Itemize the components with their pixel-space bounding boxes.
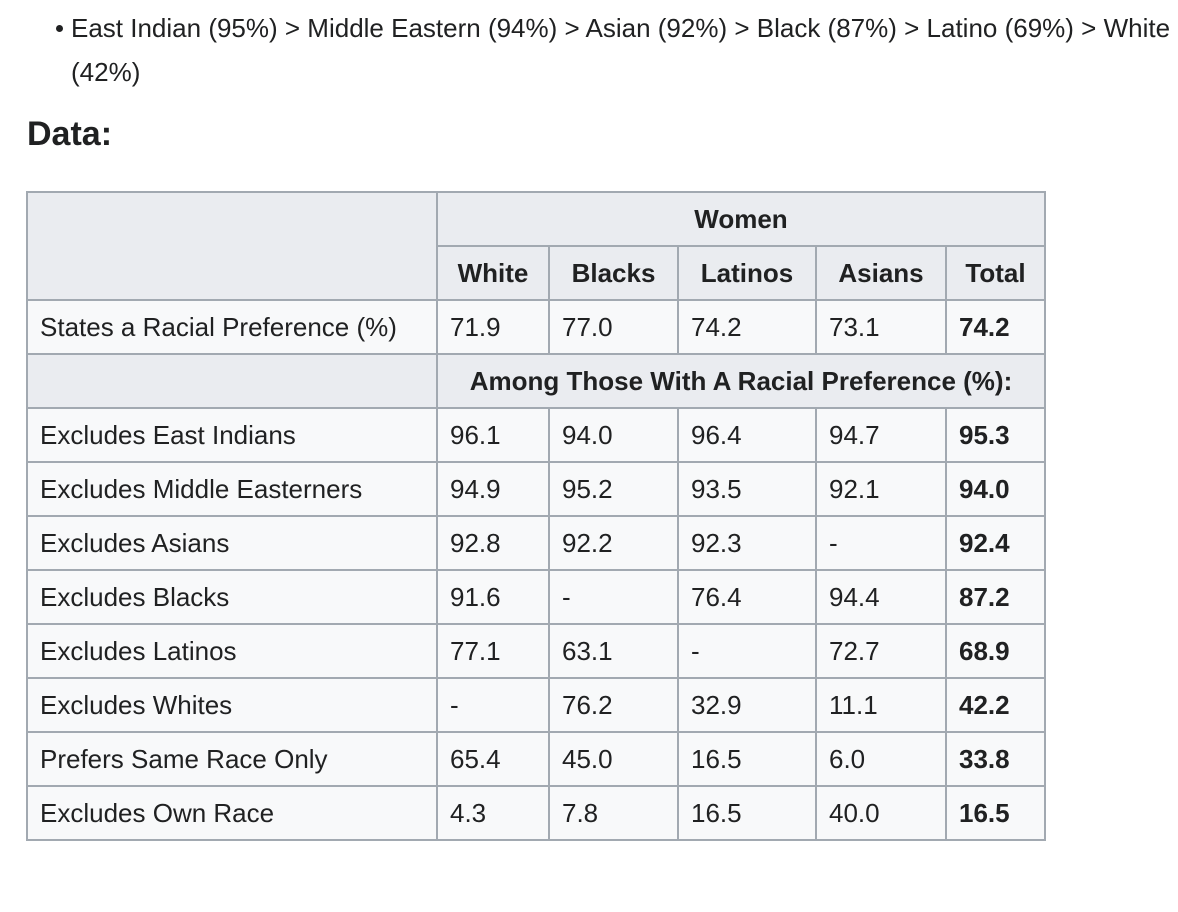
table-header-row: Women	[26, 191, 1046, 301]
table-row: Excludes Own Race 4.3 7.8 16.5 40.0 16.5	[26, 785, 1046, 841]
table-cell: 7.8	[548, 785, 679, 841]
column-header-blacks: Blacks	[548, 245, 679, 301]
table-row: Excludes Blacks 91.6-76.4 94.4 87.2	[26, 569, 1046, 625]
row-label: Excludes Own Race	[26, 785, 438, 841]
table-cell: 63.1	[548, 623, 679, 679]
table-cell: 32.9	[677, 677, 817, 733]
column-header-total: Total	[945, 245, 1046, 301]
table-cell: 74.2	[677, 299, 817, 355]
row-label: Excludes Blacks	[26, 569, 438, 625]
total-cell: 87.2	[945, 569, 1046, 625]
table-cell: 16.5	[677, 785, 817, 841]
table-cell: 71.9	[436, 299, 550, 355]
column-header-white: White	[436, 245, 550, 301]
table-cell: -	[677, 623, 817, 679]
column-header-latinos: Latinos	[677, 245, 817, 301]
table-cell: 92.1	[815, 461, 947, 517]
total-cell: 94.0	[945, 461, 1046, 517]
total-cell: 42.2	[945, 677, 1046, 733]
table-cell: 73.1	[815, 299, 947, 355]
table-cell: 93.5	[677, 461, 817, 517]
row-label: Prefers Same Race Only	[26, 731, 438, 787]
row-label: States a Racial Preference (%)	[26, 299, 438, 355]
table-cell: -	[815, 515, 947, 571]
table-cell: 96.4	[677, 407, 817, 463]
table-cell: 94.7	[815, 407, 947, 463]
total-cell: 95.3	[945, 407, 1046, 463]
group-header-women: Women	[436, 191, 1046, 247]
table-cell: 92.3	[677, 515, 817, 571]
table-row: Excludes Latinos 77.1 63.1-72.7 68.9	[26, 623, 1046, 679]
total-cell: 92.4	[945, 515, 1046, 571]
column-header-asians: Asians	[815, 245, 947, 301]
table-cell: 77.1	[436, 623, 550, 679]
ranking-list: East Indian (95%) > Middle Eastern (94%)…	[56, 6, 1174, 94]
row-label: Excludes Asians	[26, 515, 438, 571]
table-row: Prefers Same Race Only 65.4 45.0 16.5 6.0 33.…	[26, 731, 1046, 787]
table-cell: 92.2	[548, 515, 679, 571]
table-cell: 77.0	[548, 299, 679, 355]
table-cell: 11.1	[815, 677, 947, 733]
section-heading: Data:	[27, 115, 113, 153]
table-cell: 76.4	[677, 569, 817, 625]
table-cell: 72.7	[815, 623, 947, 679]
row-label: Excludes Whites	[26, 677, 438, 733]
table-cell: 94.0	[548, 407, 679, 463]
table-cell: 16.5	[677, 731, 817, 787]
table-cell: 45.0	[548, 731, 679, 787]
table-cell: 95.2	[548, 461, 679, 517]
table-row: States a Racial Preference (%) 71.9 77.0…	[26, 299, 1046, 355]
table-cell: 65.4	[436, 731, 550, 787]
total-cell: 16.5	[945, 785, 1046, 841]
ranking-list-item: East Indian (95%) > Middle Eastern (94%)…	[56, 6, 1174, 94]
table-column-header-row: White Blacks Latinos Asians Total	[27, 245, 1046, 301]
table-cell: 76.2	[548, 677, 679, 733]
table-cell: 4.3	[436, 785, 550, 841]
table-cell: 40.0	[815, 785, 947, 841]
row-label: Excludes East Indians	[26, 407, 438, 463]
table-row: Excludes East Indians 96.1 94.0 96.4 94.7 95.…	[26, 407, 1046, 463]
table-row: Excludes Middle Easterners 94.9 95.2 93.5 92…	[26, 461, 1046, 517]
table-row: Excludes Asians 92.8 92.2 92.3-92.4	[26, 515, 1046, 571]
table-subheader-row: Among Those With A Racial Preference (%)…	[26, 353, 1046, 409]
table-row: Excludes Whites -76.2 32.9 11.1 42.2	[26, 677, 1046, 733]
row-label: Excludes Latinos	[26, 623, 438, 679]
table-cell: -	[436, 677, 550, 733]
ranking-text: East Indian (95%) > Middle Eastern (94%)…	[71, 13, 1171, 87]
racial-preference-table: Women White Blacks Latinos Asians Total …	[26, 191, 1046, 841]
sub-header: Among Those With A Racial Preference (%)…	[436, 353, 1046, 409]
table-cell: 92.8	[436, 515, 550, 571]
bullet-icon	[56, 25, 63, 32]
table-cell: 6.0	[815, 731, 947, 787]
row-label: Excludes Middle Easterners	[26, 461, 438, 517]
table-corner-cell	[26, 191, 438, 301]
total-cell: 33.8	[945, 731, 1046, 787]
table-cell: 94.9	[436, 461, 550, 517]
table-cell: 96.1	[436, 407, 550, 463]
table-subheader-blank-cell	[26, 353, 438, 409]
table-cell: 94.4	[815, 569, 947, 625]
total-cell: 68.9	[945, 623, 1046, 679]
table-cell: -	[548, 569, 679, 625]
total-cell: 74.2	[945, 299, 1046, 355]
table-cell: 91.6	[436, 569, 550, 625]
